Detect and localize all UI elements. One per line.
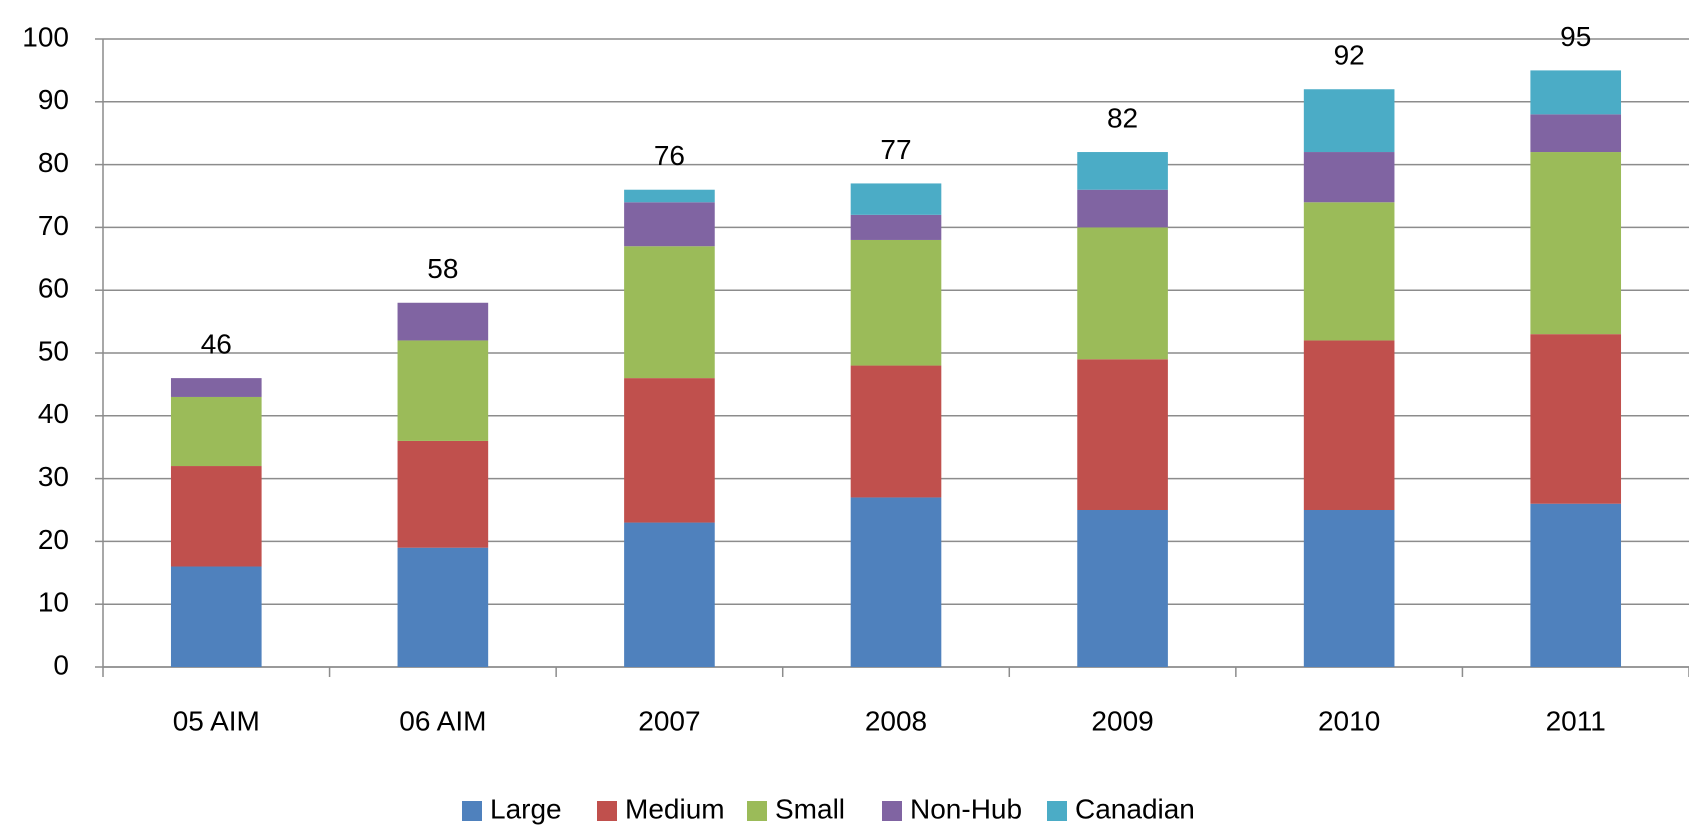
x-tick-label: 05 AIM [173, 705, 260, 736]
bar-segment [624, 189, 715, 203]
legend-swatch [747, 801, 767, 821]
legend-label: Small [775, 793, 845, 824]
bar-segment [170, 466, 262, 567]
legend-swatch [462, 801, 482, 821]
y-tick-label: 60 [38, 273, 69, 304]
bar-segment [1077, 510, 1168, 667]
y-tick-label: 70 [38, 210, 69, 241]
legend-swatch [1047, 801, 1067, 821]
x-tick-label: 2010 [1318, 705, 1380, 736]
y-tick-label: 90 [38, 84, 69, 115]
bar-segment [1077, 227, 1168, 360]
bar-segment [850, 365, 942, 498]
y-tick-label: 30 [38, 461, 69, 492]
bar-segment [170, 396, 262, 467]
bar-segment [1303, 152, 1395, 203]
total-label: 46 [201, 329, 232, 360]
bar-segment [397, 340, 489, 441]
bar-segment [1530, 114, 1622, 153]
y-tick-label: 80 [38, 147, 69, 178]
bar-segment [170, 378, 262, 397]
legend-label: Canadian [1075, 793, 1195, 824]
bar-segment [397, 440, 489, 548]
x-tick-label: 2009 [1091, 705, 1153, 736]
bar-segment [1303, 510, 1395, 667]
x-tick-label: 2007 [638, 705, 700, 736]
bar-segment [397, 302, 489, 341]
y-tick-label: 0 [53, 649, 69, 680]
y-tick-label: 20 [38, 524, 69, 555]
bar-segment [624, 378, 715, 523]
total-label: 76 [654, 140, 685, 171]
legend-label: Large [490, 793, 562, 824]
bar-segment [1077, 189, 1168, 228]
legend-swatch [597, 801, 617, 821]
x-tick-label: 2011 [1546, 705, 1606, 736]
bar-segment [1303, 89, 1395, 153]
y-tick-label: 100 [22, 21, 69, 52]
bar-segment [850, 497, 942, 667]
legend-label: Non-Hub [910, 793, 1022, 824]
legend-label: Medium [625, 793, 725, 824]
y-tick-label: 50 [38, 335, 69, 366]
y-tick-label: 10 [38, 587, 69, 618]
bar-segment [624, 246, 715, 379]
legend-swatch [882, 801, 902, 821]
total-label: 82 [1107, 102, 1138, 133]
y-tick-label: 40 [38, 398, 69, 429]
bar-segment [1077, 359, 1168, 510]
bar-segment [1530, 503, 1622, 667]
total-label: 77 [880, 134, 911, 165]
bar-segment [850, 183, 942, 215]
bar-segment [850, 239, 942, 366]
x-tick-label: 06 AIM [399, 705, 486, 736]
bar-segment [1530, 70, 1622, 115]
bar-segment [1530, 152, 1622, 335]
bar-segment [1303, 202, 1395, 341]
bar-segment [624, 202, 715, 247]
bar-segment [170, 566, 262, 667]
bar-segment [850, 214, 942, 240]
x-tick-label: 2008 [865, 705, 927, 736]
bar-segment [1530, 334, 1622, 504]
total-label: 92 [1334, 40, 1365, 71]
bar-segment [624, 522, 715, 667]
bar-segment [1077, 152, 1168, 190]
bar-segment [1303, 340, 1395, 510]
total-label: 58 [427, 253, 458, 284]
bar-segment [397, 547, 489, 667]
total-label: 95 [1560, 21, 1591, 52]
